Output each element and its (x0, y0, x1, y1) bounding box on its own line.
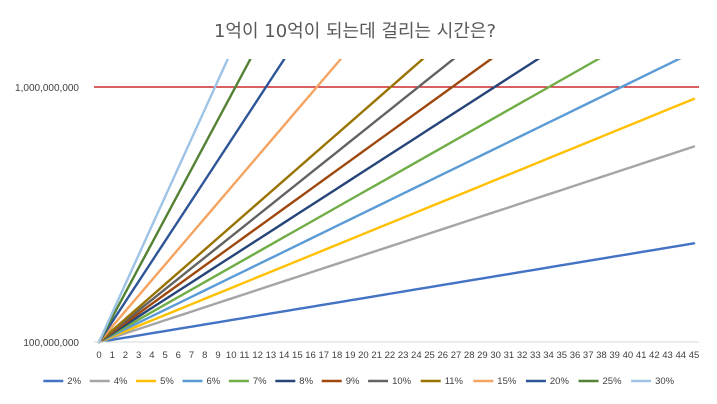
x-tick-label: 11 (240, 350, 250, 361)
series-line-9pct (97, 59, 494, 344)
series-line-2pct (97, 242, 696, 344)
legend-item-9pct: 9% (321, 376, 360, 387)
x-tick-label: 9 (215, 350, 220, 361)
x-tick-label: 32 (517, 350, 528, 361)
x-tick-label: 43 (662, 350, 673, 361)
legend-label: 6% (207, 376, 221, 387)
x-tick-label: 33 (530, 350, 541, 361)
x-tick-label: 22 (385, 350, 396, 361)
x-tick-label: 7 (189, 350, 194, 361)
x-tick-label: 19 (345, 350, 356, 361)
chart-title: 1억이 10억이 되는데 걸리는 시간은? (214, 21, 496, 42)
x-tick-label: 37 (583, 350, 594, 361)
series-line-6pct (97, 59, 682, 344)
series-line-10pct (97, 59, 456, 344)
x-tick-label: 36 (570, 350, 581, 361)
x-tick-label: 0 (96, 350, 101, 361)
series-line-20pct (97, 59, 286, 344)
legend-item-5pct: 5% (136, 376, 174, 387)
x-tick-label: 34 (543, 350, 554, 361)
x-tick-label: 31 (504, 350, 515, 361)
series-line-15pct (97, 59, 343, 344)
x-tick-label: 28 (464, 350, 475, 361)
series-line-5pct (97, 97, 696, 344)
legend-item-30pct: 30% (631, 376, 675, 387)
series-line-11pct (97, 59, 425, 344)
x-tick-label: 16 (305, 350, 316, 361)
series-line-30pct (97, 59, 230, 344)
legend-item-10pct: 10% (368, 376, 412, 387)
x-tick-label: 5 (162, 350, 167, 361)
plot-area (94, 59, 699, 344)
series-line-8pct (97, 59, 541, 344)
series-line-7pct (97, 59, 601, 344)
legend-item-25pct: 25% (578, 376, 623, 387)
legend-label: 7% (253, 376, 267, 387)
y-tick-label: 1,000,000,000 (15, 83, 79, 94)
series-line-25pct (97, 59, 252, 344)
x-tick-label: 44 (675, 350, 686, 361)
x-tick-label: 8 (202, 350, 207, 361)
legend-label: 8% (299, 376, 313, 387)
legend-label: 15% (497, 376, 517, 387)
legend-label: 30% (655, 376, 675, 387)
legend-item-11pct: 11% (420, 376, 464, 387)
x-tick-label: 29 (477, 350, 488, 361)
x-axis: 0 1 2 3 4 5 6 7 8 9 10 11 12 13 14 15 16 17 18 19 20 21 22 23 24… (94, 341, 700, 361)
legend-item-2pct: 2% (43, 376, 82, 387)
legend-label: 4% (114, 376, 128, 387)
legend-label: 5% (160, 376, 174, 387)
x-tick-label: 24 (411, 350, 422, 361)
x-tick-label: 18 (332, 350, 343, 361)
legend-label: 11% (445, 376, 464, 387)
x-tick-label: 38 (596, 350, 607, 361)
legend-label: 10% (392, 376, 412, 387)
x-tick-label: 25 (424, 350, 435, 361)
x-tick-label: 10 (226, 350, 237, 361)
x-tick-label: 21 (371, 350, 382, 361)
x-tick-label: 13 (266, 350, 277, 361)
x-tick-label: 4 (149, 350, 154, 361)
x-tick-label: 45 (689, 350, 700, 361)
x-tick-label: 17 (318, 350, 329, 361)
legend-label: 2% (67, 376, 81, 387)
y-tick-label: 100,000,000 (23, 338, 79, 349)
legend-label: 25% (603, 376, 623, 387)
legend-item-4pct: 4% (89, 376, 128, 387)
x-tick-label: 6 (176, 350, 181, 361)
legend: 2% 4% 5% 6% 7% 8% 9% 10% 11% 15% 20% 25% 30% (43, 376, 675, 387)
y-axis: 100,000,000 1,000,000,000 (15, 83, 79, 349)
x-tick-label: 40 (623, 350, 634, 361)
x-tick-label: 27 (451, 350, 462, 361)
x-tick-label: 3 (136, 350, 141, 361)
legend-item-7pct: 7% (228, 376, 267, 387)
x-tick-label: 42 (649, 350, 660, 361)
x-tick-label: 26 (437, 350, 448, 361)
legend-item-6pct: 6% (182, 376, 221, 387)
legend-item-8pct: 8% (275, 376, 314, 387)
x-tick-label: 2 (123, 350, 128, 361)
x-tick-label: 12 (252, 350, 263, 361)
x-tick-label: 20 (358, 350, 369, 361)
x-tick-label: 39 (609, 350, 620, 361)
x-tick-label: 41 (636, 350, 647, 361)
x-tick-label: 1 (110, 350, 115, 361)
x-tick-label: 15 (292, 350, 303, 361)
x-tick-label: 23 (398, 350, 409, 361)
series-line-4pct (97, 145, 696, 344)
x-tick-label: 14 (279, 350, 290, 361)
legend-item-15pct: 15% (473, 376, 517, 387)
legend-label: 9% (346, 376, 360, 387)
x-tick-label: 35 (556, 350, 567, 361)
x-tick-label: 30 (490, 350, 501, 361)
legend-item-20pct: 20% (525, 376, 570, 387)
legend-label: 20% (550, 376, 570, 387)
